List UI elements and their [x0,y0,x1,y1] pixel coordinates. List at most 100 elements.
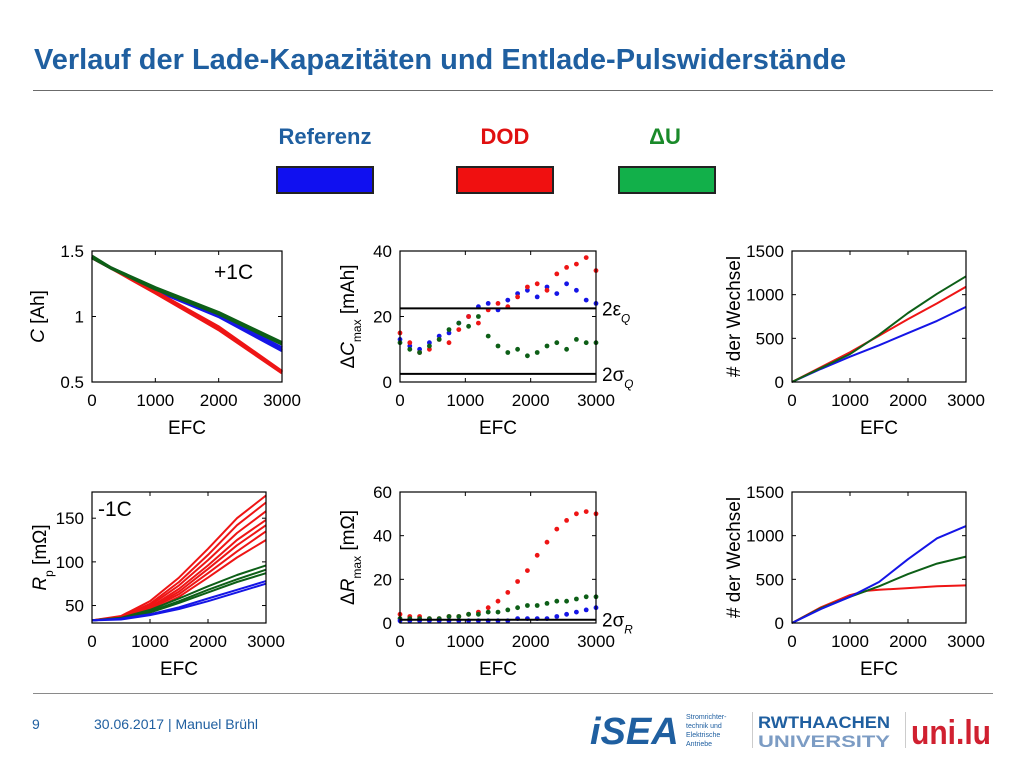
y-tick-label: 0 [775,614,784,633]
chart-wechsel_top: 0 1000 2000 3000 0 500 1000 1500 EFC # der Wechse… [724,242,985,439]
y-tick-label: 40 [373,527,392,546]
legend-swatch-delta-u [618,166,716,194]
series-line-dod-3 [91,256,283,375]
x-tick-label: 0 [87,391,96,410]
data-point-dod-1 [407,340,413,346]
x-tick-label: 0 [787,632,796,651]
data-point-u-11 [505,350,511,355]
data-point-u-15 [544,601,550,606]
series-line-dod-3 [91,519,267,622]
data-point-u-6 [456,320,462,326]
x-axis-label: EFC [860,659,898,680]
x-tick-label: 3000 [247,632,285,651]
x-tick-label: 0 [87,632,96,651]
y-axis-label-group: C [Ah] [28,290,49,343]
data-point-dod-5 [446,340,452,346]
plot-frame [399,250,597,383]
data-point-dod-19 [583,509,589,514]
data-point-u-10 [495,609,501,615]
data-point-referenz-13 [525,287,530,293]
data-point-u-18 [574,337,579,342]
plot-frame [791,250,967,383]
series-line-referenz-11 [91,582,267,622]
legend-label-delta-u: ΔU [649,124,681,149]
series-line-referenz-0 [791,305,967,383]
x-tick-label: 0 [787,391,796,410]
data-point-dod-16 [554,271,560,277]
x-tick-label: 2000 [200,391,238,410]
y-axis-label: ΔCmax [mAh] [338,264,364,368]
data-point-u-5 [446,614,452,619]
x-tick-label: 3000 [577,391,615,410]
data-point-u-17 [564,598,569,604]
data-point-referenz-12 [515,291,520,296]
isea-logo-line-2: technik und [686,723,722,730]
data-point-u-1 [407,346,413,352]
legend-swatch-dod [456,166,554,194]
data-point-referenz-16 [554,614,560,619]
series-line-u-7 [91,564,267,622]
data-point-u-9 [485,609,491,615]
isea-logo-line-4: Antriebe [686,741,712,748]
chart-resistance: 0 1000 2000 3000 50 100 150 EFC Rp [mΩ] -1C [30,491,285,680]
data-point-dod-13 [525,568,530,573]
x-tick-label: 1000 [446,632,484,651]
y-tick-label: 1000 [746,286,784,305]
data-point-u-7 [466,323,471,329]
data-point-dod-15 [544,287,550,293]
x-axis-label: EFC [479,659,517,680]
series-line-dod-4 [91,524,267,622]
y-axis-label: # der Wechsel [724,497,745,618]
y-tick-label: 100 [56,553,84,572]
x-axis-label: EFC [160,659,198,680]
x-tick-label: 2000 [189,632,227,651]
data-point-u-16 [554,598,560,604]
data-point-referenz-15 [544,284,550,290]
data-point-dod-7 [466,314,471,319]
legend-label-dod: DOD [480,124,530,149]
data-point-dod-15 [544,539,550,545]
page-title: Verlauf der Lade-Kapazitäten und Entlade… [34,44,847,76]
y-axis-label: ΔRmax [mΩ] [338,510,364,605]
data-point-referenz-1 [407,343,413,349]
data-point-dod-11 [505,590,511,595]
data-point-dod-16 [554,526,560,532]
data-point-u-11 [505,607,511,613]
rwth-logo-top: RWTHAACHEN [758,713,890,732]
title-divider [33,90,993,91]
data-point-referenz-19 [583,297,589,303]
plot-frame [399,491,597,624]
data-point-u-16 [554,340,560,346]
data-point-u-18 [574,596,579,602]
data-point-u-5 [446,327,452,332]
series-line-u-2 [791,275,967,383]
data-point-u-19 [583,594,589,600]
x-tick-label: 1000 [446,391,484,410]
data-point-dod-3 [427,346,432,352]
x-tick-label: 1000 [831,391,869,410]
x-tick-label: 3000 [947,632,985,651]
data-point-dod-17 [564,265,569,270]
rwth-logo: RWTHAACHEN UNIVERSITY [752,712,891,750]
isea-logo-line-1: Stromrichter- [686,714,727,721]
page-number: 9 [32,716,40,732]
x-tick-label: 2000 [889,391,927,410]
x-tick-label: 0 [395,391,404,410]
y-tick-label: 0 [383,373,392,392]
y-axis-label-group: # der Wechsel [724,497,745,618]
data-point-dod-13 [525,284,530,290]
y-tick-label: 40 [373,242,392,261]
data-point-u-6 [456,614,462,619]
y-tick-label: 20 [373,308,392,327]
y-axis-label-group: ΔRmax [mΩ] [338,510,364,605]
y-axis-label-group: Rp [mΩ] [30,524,56,590]
chart-annotation: -1C [98,498,132,521]
reference-label-1: 2σQ [602,365,633,391]
data-point-u-15 [544,343,550,349]
y-tick-label: 0 [775,373,784,392]
isea-logo: iSEA Stromrichter- technik und Elektrisc… [590,711,727,750]
data-point-referenz-18 [574,287,579,293]
data-point-u-4 [436,337,442,342]
y-tick-label: 500 [756,329,784,348]
data-point-dod-10 [495,598,501,604]
